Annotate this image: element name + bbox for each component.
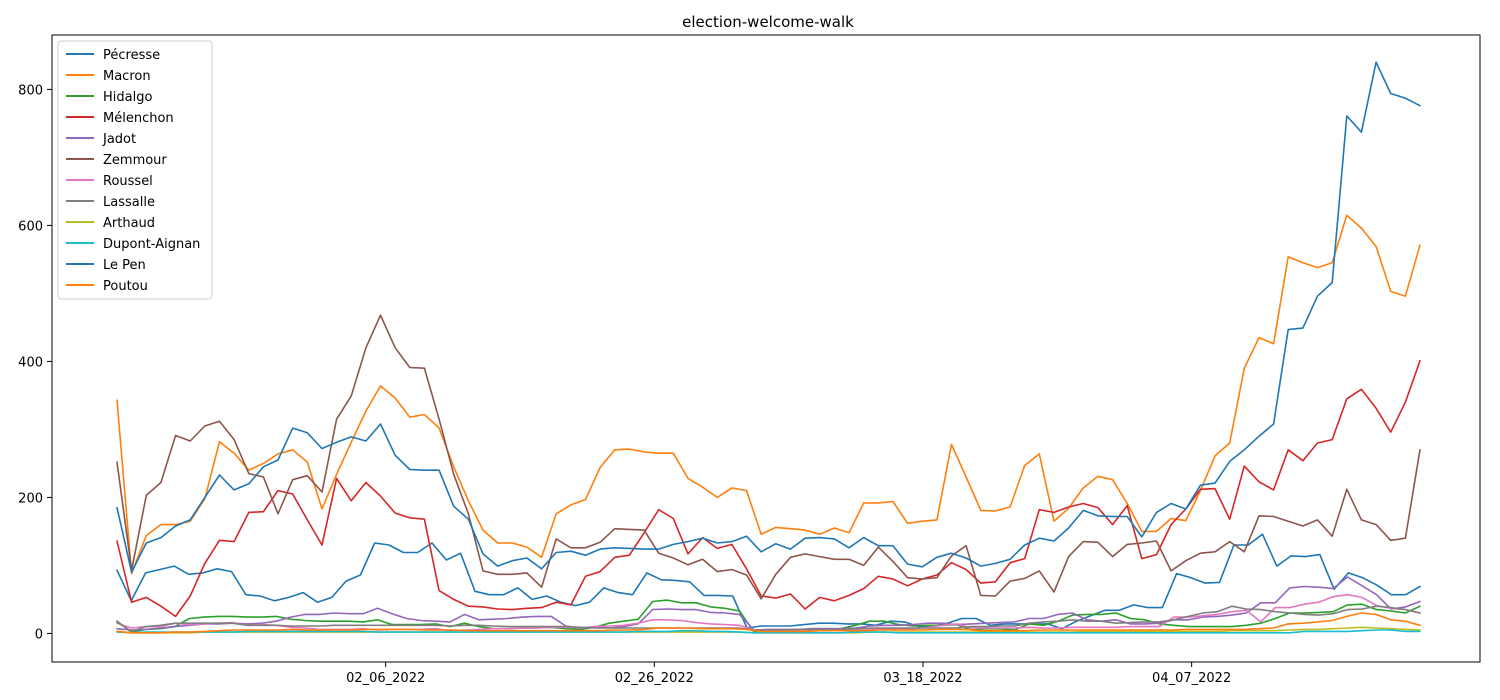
legend-label: Zemmour [103,153,167,168]
series-line-9 [116,629,1421,634]
legend-label: Lassalle [103,195,155,210]
series-line-5 [116,314,1421,600]
x-tick-label: 04_07_2022 [1152,671,1231,686]
y-tick-label: 800 [18,83,43,98]
series-line-10 [116,61,1421,574]
y-tick-label: 600 [18,219,43,234]
legend-label: Mélenchon [103,111,174,126]
x-axis: 02_06_2022 02_26_2022 03_18_2022 04_07_2022 [346,662,1231,686]
x-tick-label: 02_06_2022 [346,671,425,686]
x-tick-label: 02_26_2022 [615,671,694,686]
plot-frame [51,34,1481,663]
legend-label: Arthaud [103,216,155,231]
x-tick-label: 03_18_2022 [883,671,962,686]
legend-label: Macron [103,69,151,84]
series-line-0 [116,533,1421,630]
legend-label: Roussel [103,174,153,189]
series-layer [116,61,1421,634]
legend-box [57,40,213,300]
y-axis: 0 200 400 600 800 [18,83,52,642]
y-tick-label: 400 [18,355,43,370]
series-line-7 [116,605,1421,633]
legend-label: Hidalgo [103,90,152,105]
series-line-3 [116,359,1421,618]
y-tick-label: 0 [35,627,43,642]
legend: Pécresse Macron Hidalgo Mélenchon Jadot Zemmo… [57,40,213,300]
legend-label: Dupont-Aignan [103,237,200,252]
series-line-11 [116,612,1421,634]
y-tick-label: 200 [18,491,43,506]
legend-label: Poutou [103,279,148,294]
legend-label: Le Pen [103,258,146,273]
legend-label: Pécresse [103,48,160,63]
chart-title: election-welcome-walk [682,13,854,31]
legend-label: Jadot [102,132,136,147]
